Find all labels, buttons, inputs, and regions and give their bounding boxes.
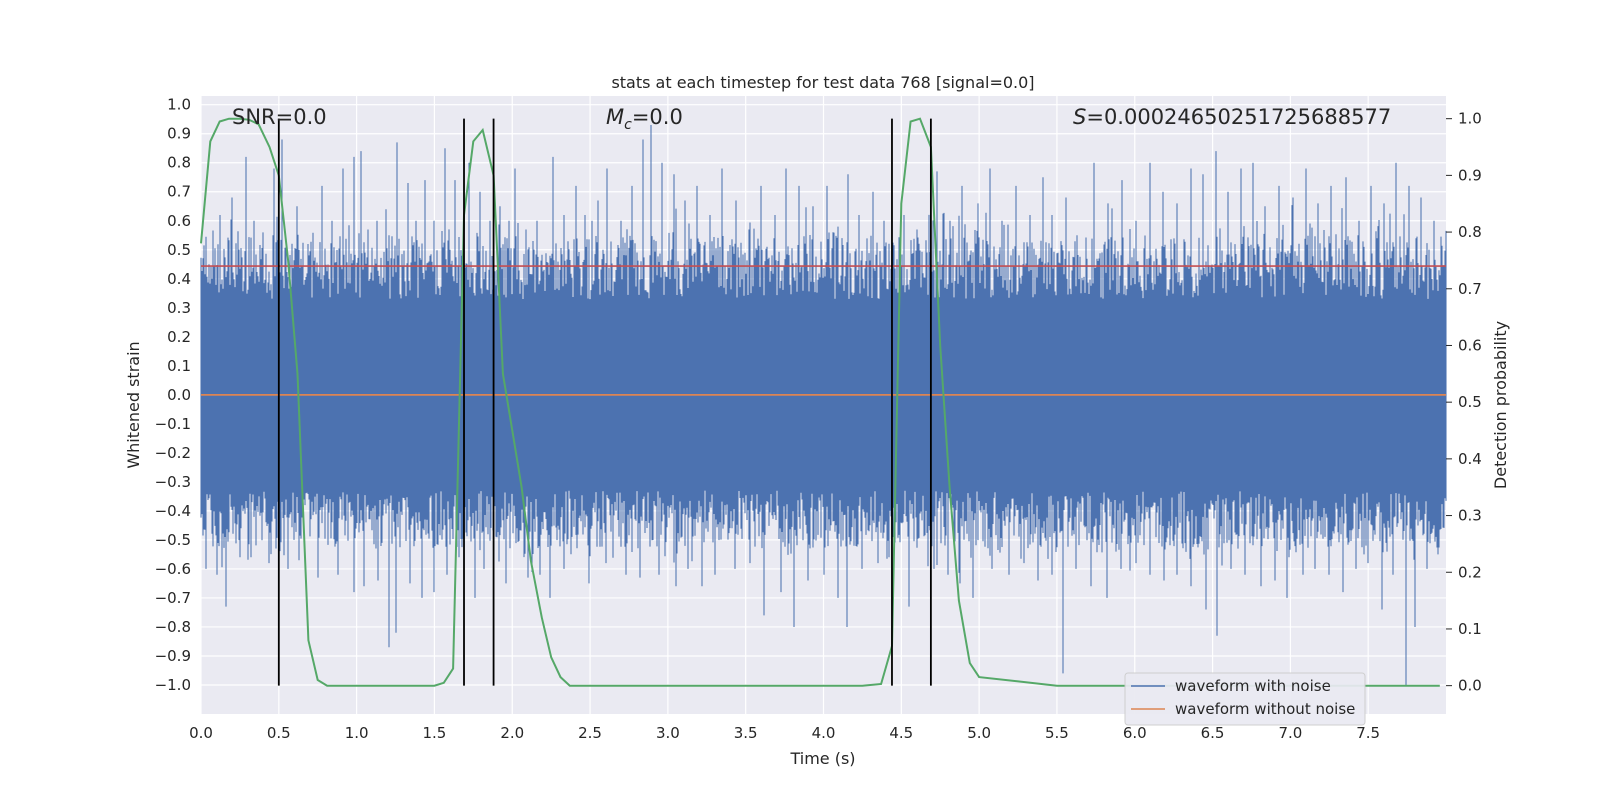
y2-tick-label: 0.9: [1458, 166, 1482, 184]
y-axis-ticks: 1.0 0.9 0.8 0.7 0.6 0.5 0.4 0.3 0.2 0.1 0.0 −0.1 −0.…: [155, 96, 191, 694]
s-symbol: S: [1073, 105, 1086, 129]
y-tick-label: −0.2: [155, 444, 191, 462]
x-tick-label: 0.5: [267, 724, 291, 742]
y-tick-label: 0.0: [167, 386, 191, 404]
chirp-mass-value: =0.0: [632, 105, 683, 129]
y2-tick-label: 0.2: [1458, 563, 1482, 581]
y-tick-label: 1.0: [167, 96, 191, 114]
legend-box: [1124, 672, 1366, 726]
y-tick-label: −0.6: [155, 560, 191, 578]
y2-tick-label: 0.1: [1458, 620, 1482, 638]
y-tick-label: −0.8: [155, 618, 191, 636]
chirp-mass-annotation: Mc=0.0: [606, 105, 683, 133]
x-axis-ticks: 0.0 0.5 1.0 1.5 2.0 2.5 3.0 3.5 4.0 4.5 5.0 5.5 6.0 6…: [189, 724, 1380, 742]
y2-axis-label: Detection probability: [1491, 321, 1510, 489]
y-tick-label: −0.5: [155, 531, 191, 549]
y2-tick-label: 0.7: [1458, 280, 1482, 298]
noise-series: [200, 125, 1447, 685]
y-tick-label: −0.7: [155, 589, 191, 607]
x-tick-label: 1.5: [423, 724, 447, 742]
x-tick-label: 7.0: [1278, 724, 1302, 742]
x-tick-label: 4.0: [812, 724, 836, 742]
y2-tick-label: 0.3: [1458, 507, 1482, 525]
y-tick-label: 0.1: [167, 357, 191, 375]
y2-axis-ticks: 1.0 0.9 0.8 0.7 0.6 0.5 0.4 0.3 0.2 0.1 0.0: [1446, 110, 1482, 695]
y2-tick-label: 0.4: [1458, 450, 1482, 468]
y-tick-label: −1.0: [155, 676, 191, 694]
y2-tick-label: 0.8: [1458, 223, 1482, 241]
x-tick-label: 2.5: [578, 724, 602, 742]
snr-annotation: SNR=0.0: [232, 105, 327, 129]
chart-title: stats at each timestep for test data 768…: [611, 73, 1034, 92]
x-tick-label: 6.0: [1123, 724, 1147, 742]
s-value: =0.00024650251725688577: [1086, 105, 1391, 129]
y-tick-label: −0.4: [155, 502, 191, 520]
overlays: [200, 117, 1446, 687]
x-tick-label: 1.0: [345, 724, 369, 742]
x-axis-label: Time (s): [789, 749, 855, 768]
x-tick-label: 2.0: [500, 724, 524, 742]
y-tick-label: −0.1: [155, 415, 191, 433]
y2-tick-label: 0.0: [1458, 677, 1482, 695]
y-tick-label: −0.9: [155, 647, 191, 665]
y-tick-label: 0.9: [167, 125, 191, 143]
x-tick-label: 0.0: [189, 724, 213, 742]
y-tick-label: 0.4: [167, 270, 191, 288]
y-tick-label: 0.3: [167, 299, 191, 317]
y-axis-label: Whitened strain: [124, 341, 143, 468]
x-tick-label: 5.0: [967, 724, 991, 742]
x-tick-label: 4.5: [889, 724, 913, 742]
x-tick-label: 6.5: [1201, 724, 1225, 742]
y2-tick-label: 0.5: [1458, 393, 1482, 411]
y-tick-label: 0.7: [167, 183, 191, 201]
y-tick-label: −0.3: [155, 473, 191, 491]
y-tick-label: 0.2: [167, 328, 191, 346]
x-tick-label: 3.0: [656, 724, 680, 742]
chirp-mass-subscript: c: [624, 117, 632, 133]
legend-label-with-noise: waveform with noise: [1175, 677, 1331, 695]
y-tick-label: 0.5: [167, 241, 191, 259]
detection-probability-line: [200, 117, 1440, 687]
waveform-with-noise-line: [200, 125, 1447, 685]
s-annotation: S=0.00024650251725688577: [1073, 105, 1391, 129]
legend-label-without-noise: waveform without noise: [1175, 700, 1355, 718]
y-tick-label: 0.8: [167, 154, 191, 172]
x-tick-label: 3.5: [734, 724, 758, 742]
y2-tick-label: 1.0: [1458, 110, 1482, 128]
y2-tick-label: 0.6: [1458, 336, 1482, 354]
x-tick-label: 5.5: [1045, 724, 1069, 742]
chirp-mass-symbol: M: [606, 105, 624, 129]
y-tick-label: 0.6: [167, 212, 191, 230]
x-tick-label: 7.5: [1356, 724, 1380, 742]
legend: waveform with noise waveform without noi…: [1124, 672, 1366, 726]
